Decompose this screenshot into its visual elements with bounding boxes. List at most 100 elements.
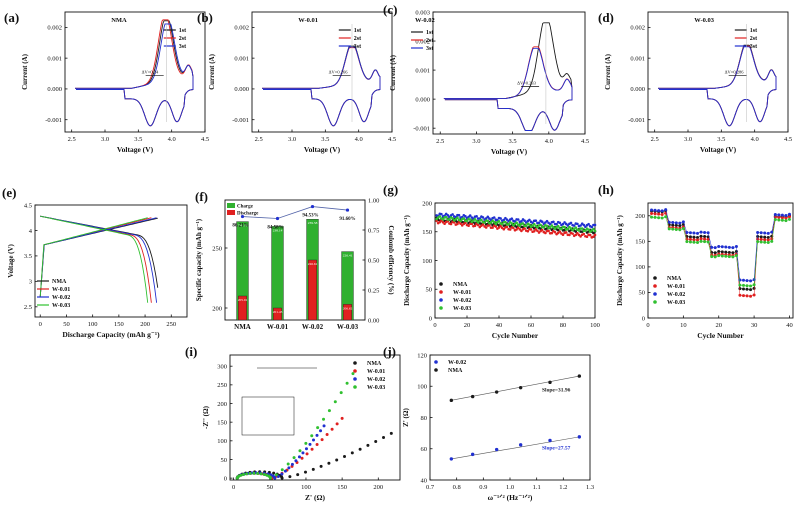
cycle-point-W-0.03 (524, 224, 528, 228)
rate-point-W-0.02 (681, 220, 685, 224)
legend-label: W-0.01 (367, 369, 385, 375)
nyquist-point-W-0.03 (245, 472, 249, 476)
y-tick-label: 60 (421, 446, 428, 453)
nyquist-point-W-0.02 (322, 424, 326, 428)
x-axis-label: Voltage (V) (117, 145, 154, 154)
x-tick-label: 4.5 (581, 138, 589, 145)
rate-point-W-0.03 (720, 254, 724, 258)
legend-swatch (227, 203, 235, 208)
y-tick-label: 150 (217, 419, 227, 426)
nyquist-point-W-0.02 (297, 455, 301, 459)
x-tick-label: 100 (301, 484, 311, 491)
legend-label: W-0.02 (448, 360, 466, 366)
cycle-point-NMA (556, 228, 560, 232)
rate-point-W-0.03 (752, 283, 756, 287)
cycle-point-W-0.03 (468, 218, 472, 221)
cycle-point-W-0.01 (481, 223, 485, 226)
discharge-bar (238, 295, 247, 321)
rate-point-W-0.01 (688, 237, 692, 241)
rate-point-W-0.01 (706, 237, 710, 241)
cycle-point-W-0.02 (475, 215, 478, 218)
y-tick-label: 40 (421, 477, 428, 484)
panel-g: (g) 0 20 40 60 80 100 0 50 100 150 200 Cycle Number D… (383, 182, 600, 340)
rate-point-W-0.01 (657, 212, 661, 216)
rate-point-W-0.02 (653, 208, 657, 212)
legend-label: W-0.01 (667, 284, 685, 290)
rate-point-W-0.03 (681, 227, 685, 231)
nyquist-point-W-0.03 (259, 472, 263, 476)
y-tick-label: 0.000 (630, 86, 645, 93)
cycle-point-W-0.01 (449, 222, 453, 226)
y-tick-label: 0.000 (234, 86, 249, 93)
cycle-point-W-0.01 (558, 230, 562, 233)
rate-point-NMA (696, 235, 700, 239)
cycle-point-W-0.02 (576, 222, 579, 226)
cycle-point-W-0.03 (462, 217, 466, 220)
cycle-point-W-0.01 (512, 226, 515, 230)
y-tick-label: 0.002 (630, 25, 645, 32)
cycle-point-W-0.01 (473, 224, 477, 228)
cycle-point-W-0.03 (438, 215, 442, 218)
x-tick-label: 0.8 (453, 484, 461, 491)
legend-label: W-0.02 (453, 298, 471, 304)
x-tick-label: 1.3 (586, 484, 594, 491)
rate-point-W-0.02 (759, 231, 763, 235)
rate-point-W-0.03 (713, 255, 717, 259)
category-label: W-0.02 (302, 323, 324, 331)
cycle-point-W-0.02 (528, 218, 531, 222)
warburg-point-W-0.02 (518, 443, 523, 447)
rate-point-W-0.02 (724, 245, 728, 249)
cycle-point-W-0.03 (492, 220, 496, 224)
y2-axis-label: Coulomb efficency (%) (387, 225, 395, 295)
cycle-point-W-0.01 (488, 224, 491, 227)
cycle-point-W-0.03 (444, 215, 448, 219)
rate-point-W-0.02 (699, 230, 703, 234)
legend-label: NMA (52, 279, 67, 285)
panel-label: (j) (383, 344, 396, 359)
legend-label: 3st (354, 44, 361, 50)
rate-point-W-0.03 (664, 215, 668, 219)
cycle-point-W-0.03 (577, 229, 581, 232)
x-tick-label: 10 (680, 322, 687, 329)
panel-title: W-0.01 (298, 17, 318, 24)
nyquist-point-W-0.02 (294, 459, 298, 463)
x-tick-label: 200 (373, 484, 383, 491)
charge-value-label: 226.41 (343, 254, 353, 258)
y-tick-label: 3.5 (24, 253, 32, 260)
y-tick-label: 2.5 (24, 304, 32, 311)
panel-title: W-0.03 (694, 17, 715, 24)
nyquist-point-W-0.03 (269, 476, 273, 480)
cycle-point-W-0.03 (521, 222, 525, 225)
cycle-point-W-0.02 (534, 219, 538, 222)
rate-point-W-0.01 (653, 212, 657, 216)
legend-label: 1st (750, 28, 757, 34)
warburg-point-W-0.02 (548, 438, 552, 443)
cycle-point-W-0.01 (553, 230, 557, 234)
cycle-point-W-0.01 (515, 228, 518, 231)
rate-point-W-0.03 (745, 284, 749, 288)
rate-point-W-0.01 (763, 238, 767, 242)
cv-curve-3st (262, 46, 381, 127)
legend-label: 2st (179, 36, 186, 42)
cycle-point-W-0.03 (542, 226, 546, 229)
y-tick-label: 200 (212, 305, 222, 312)
cycle-point-W-0.02 (593, 223, 597, 227)
x-tick-label: 2.5 (68, 136, 76, 143)
nyquist-point-W-0.03 (345, 381, 349, 385)
rate-point-W-0.02 (756, 230, 760, 234)
x-tick-label: 1.1 (533, 484, 541, 491)
legend-label: W-0.02 (367, 377, 385, 383)
warburg-point-NMA (449, 398, 454, 403)
y-tick-label: 0.001 (415, 67, 430, 74)
nyquist-point-W-0.03 (292, 456, 296, 460)
rate-point-W-0.01 (692, 238, 696, 242)
rate-point-W-0.01 (773, 215, 777, 219)
warburg-point-NMA (548, 380, 552, 385)
legend-label: W-0.01 (453, 290, 471, 296)
efficiency-label: 94.53% (302, 214, 318, 219)
y-tick-label: 0.002 (415, 38, 430, 45)
cycle-point-W-0.03 (497, 219, 501, 223)
nyquist-point-NMA (280, 476, 284, 480)
rate-point-W-0.03 (773, 218, 777, 222)
